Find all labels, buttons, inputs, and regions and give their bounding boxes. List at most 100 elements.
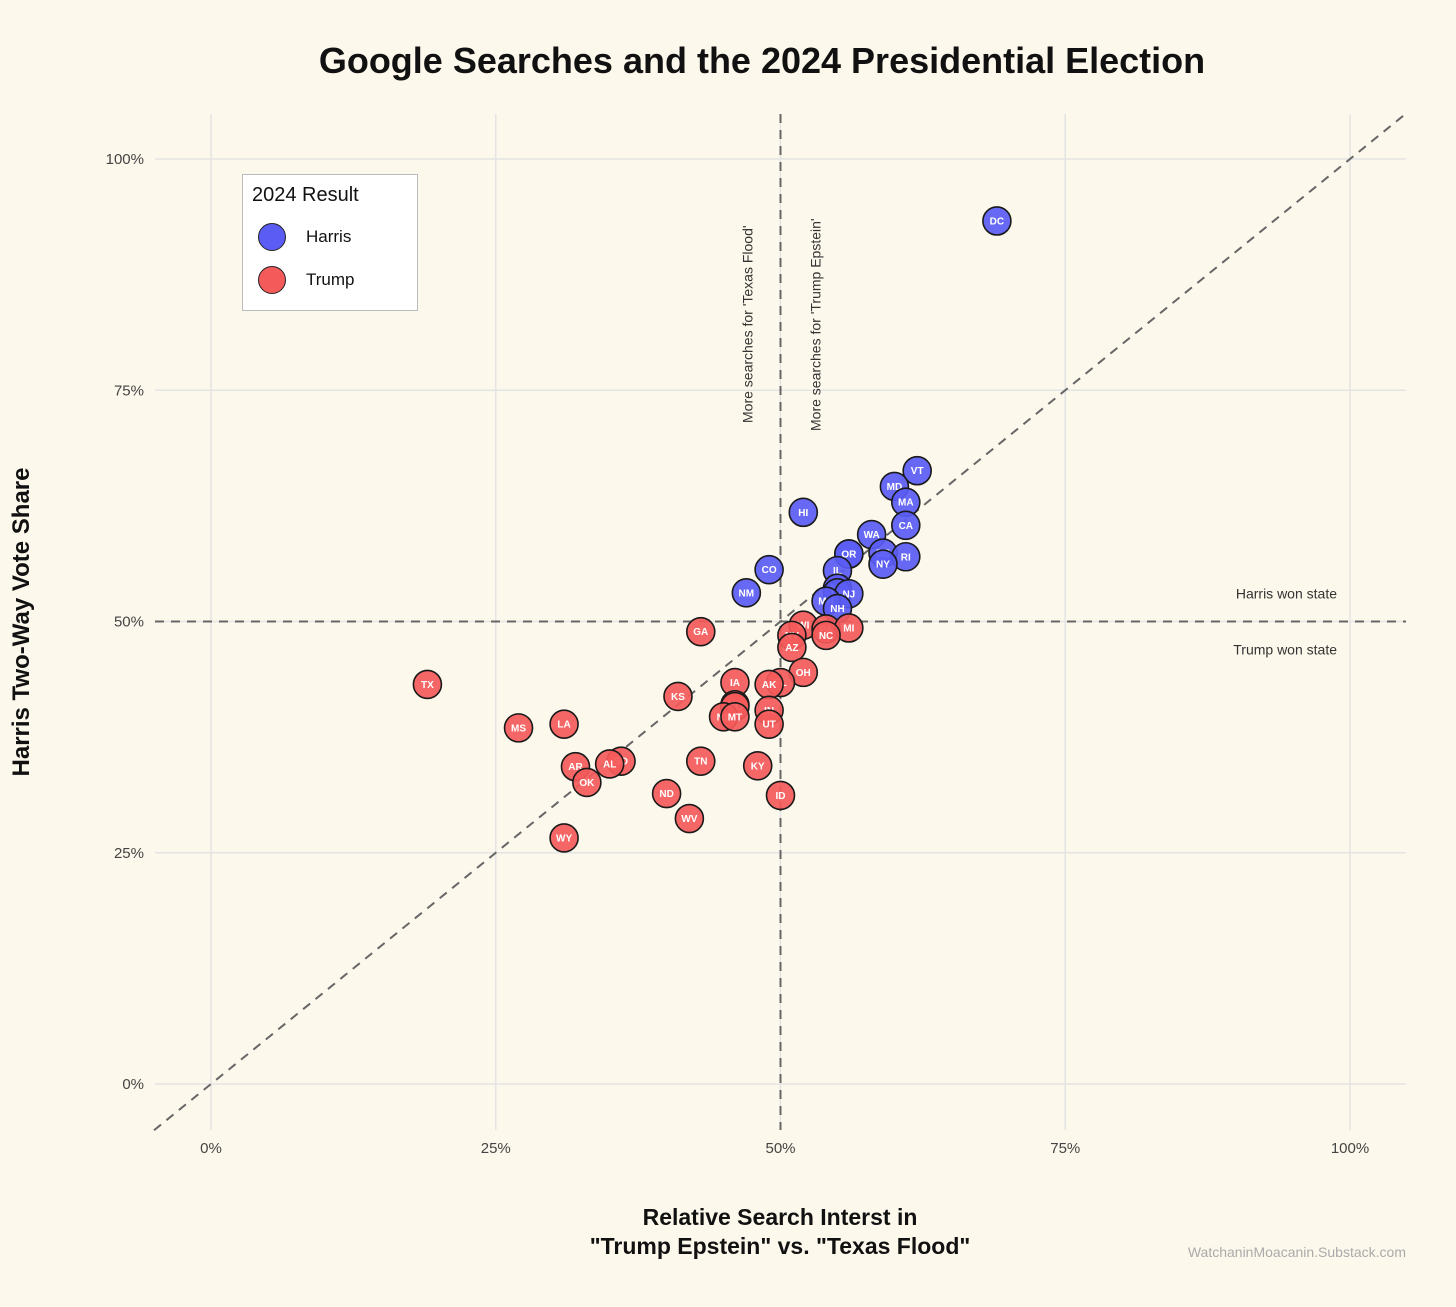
point-marker-az xyxy=(777,632,807,663)
point-label-dc: DC xyxy=(990,216,1004,227)
point-label-ga: GA xyxy=(693,627,708,638)
data-point-ok: OK xyxy=(572,767,602,798)
point-marker-la xyxy=(549,709,579,739)
point-marker-mt xyxy=(720,701,750,732)
point-label-al: AL xyxy=(603,759,616,770)
point-label-vt: VT xyxy=(911,466,924,477)
point-label-oh: OH xyxy=(796,668,811,679)
point-label-nh: NH xyxy=(830,604,844,615)
point-marker-ks xyxy=(663,681,693,712)
chart-title: Google Searches and the 2024 Presidentia… xyxy=(318,40,1206,81)
x-axis-label-line-1: Relative Search Interst in xyxy=(642,1204,918,1230)
point-marker-ga xyxy=(685,616,716,647)
annotation-trump-won: Trump won state xyxy=(1233,642,1337,658)
data-point-la: LA xyxy=(549,709,579,739)
data-point-ky: KY xyxy=(742,750,773,781)
point-marker-tx xyxy=(412,669,443,700)
data-point-vt: VT xyxy=(902,455,932,486)
point-marker-dc xyxy=(982,206,1012,236)
point-label-ma: MA xyxy=(898,498,914,509)
annotations: More searches for 'Texas Flood' More sear… xyxy=(740,218,1338,657)
point-label-az: AZ xyxy=(785,643,798,654)
legend-label-trump: Trump xyxy=(306,270,355,289)
point-label-id: ID xyxy=(776,791,786,802)
x-tick-label-2: 50% xyxy=(765,1140,795,1157)
tick-labels: 0% 25% 50% 75% 100% 0% 25% 50% 75% 100% xyxy=(106,151,1370,1157)
point-label-ny: NY xyxy=(876,560,890,571)
y-tick-label-3: 75% xyxy=(114,382,144,399)
data-point-ny: NY xyxy=(868,549,898,579)
point-marker-wy xyxy=(549,823,579,853)
point-label-ms: MS xyxy=(511,723,526,734)
data-point-ks: KS xyxy=(663,681,693,712)
point-label-ca: CA xyxy=(899,521,913,532)
point-label-md: MD xyxy=(887,482,903,493)
point-label-la: LA xyxy=(557,720,570,731)
point-marker-ny xyxy=(868,549,898,579)
point-marker-ok xyxy=(572,767,602,798)
legend-label-harris: Harris xyxy=(306,227,352,246)
x-tick-label-3: 75% xyxy=(1050,1140,1080,1157)
point-marker-hi xyxy=(788,497,819,528)
point-label-ut: UT xyxy=(762,720,775,731)
reference-lines xyxy=(153,111,1408,1132)
point-label-ak: AK xyxy=(762,680,777,691)
legend-swatch-harris xyxy=(258,223,286,251)
point-label-ri: RI xyxy=(901,552,911,563)
point-marker-al xyxy=(594,749,625,779)
diagonal-reference-line xyxy=(153,111,1408,1132)
data-point-mt: MT xyxy=(720,701,750,732)
point-marker-ut xyxy=(754,709,784,739)
point-marker-vt xyxy=(902,455,932,486)
credit-text: WatchaninMoacanin.Substack.com xyxy=(1187,1244,1406,1260)
data-point-mi: MI xyxy=(834,613,864,643)
legend-swatch-trump xyxy=(258,266,286,294)
point-label-nm: NM xyxy=(739,588,755,599)
point-marker-ky xyxy=(742,750,773,781)
point-marker-ca xyxy=(890,510,921,541)
data-point-tn: TN xyxy=(685,746,716,776)
data-point-tx: TX xyxy=(412,669,443,700)
data-point-ms: MS xyxy=(503,713,534,743)
point-label-il: IL xyxy=(833,566,842,577)
data-points: DCVTMDMAHICAWACTORDERINYCOILNMMEVANJMNNH… xyxy=(412,206,1012,853)
annotation-texas-flood: More searches for 'Texas Flood' xyxy=(740,225,756,423)
point-marker-nd xyxy=(651,778,682,809)
annotation-trump-epstein: More searches for 'Trump Epstein' xyxy=(808,218,824,431)
y-tick-label-1: 25% xyxy=(114,845,144,862)
data-point-dc: DC xyxy=(982,206,1012,236)
point-label-ky: KY xyxy=(751,761,765,772)
x-tick-label-1: 25% xyxy=(481,1140,511,1157)
y-tick-label-2: 50% xyxy=(114,614,144,631)
point-label-wv: WV xyxy=(681,814,697,825)
point-label-mt: MT xyxy=(728,712,742,723)
data-point-al: AL xyxy=(594,749,625,779)
point-marker-id xyxy=(765,780,796,811)
point-marker-nm xyxy=(731,578,762,608)
data-point-wy: WY xyxy=(549,823,579,853)
data-point-ut: UT xyxy=(754,709,784,739)
point-label-hi: HI xyxy=(798,508,808,519)
point-marker-nc xyxy=(811,620,841,651)
point-label-ks: KS xyxy=(671,692,685,703)
point-marker-wv xyxy=(674,803,705,834)
point-label-mi: MI xyxy=(843,623,854,634)
data-point-ga: GA xyxy=(685,616,716,647)
annotation-harris-won: Harris won state xyxy=(1236,586,1337,602)
point-label-wy: WY xyxy=(556,833,572,844)
point-label-wa: WA xyxy=(864,530,880,541)
point-label-co: CO xyxy=(762,565,777,576)
data-point-az: AZ xyxy=(777,632,807,663)
point-label-tn: TN xyxy=(694,757,707,768)
x-tick-label-4: 100% xyxy=(1331,1140,1369,1157)
point-label-ar: AR xyxy=(568,762,583,773)
point-label-nd: ND xyxy=(659,789,673,800)
data-point-co: CO xyxy=(754,554,784,585)
data-point-ca: CA xyxy=(890,510,921,541)
data-point-hi: HI xyxy=(788,497,819,528)
data-point-nm: NM xyxy=(731,578,762,608)
point-label-ok: OK xyxy=(579,778,595,789)
point-label-or: OR xyxy=(841,549,857,560)
point-label-nj: NJ xyxy=(842,589,855,600)
